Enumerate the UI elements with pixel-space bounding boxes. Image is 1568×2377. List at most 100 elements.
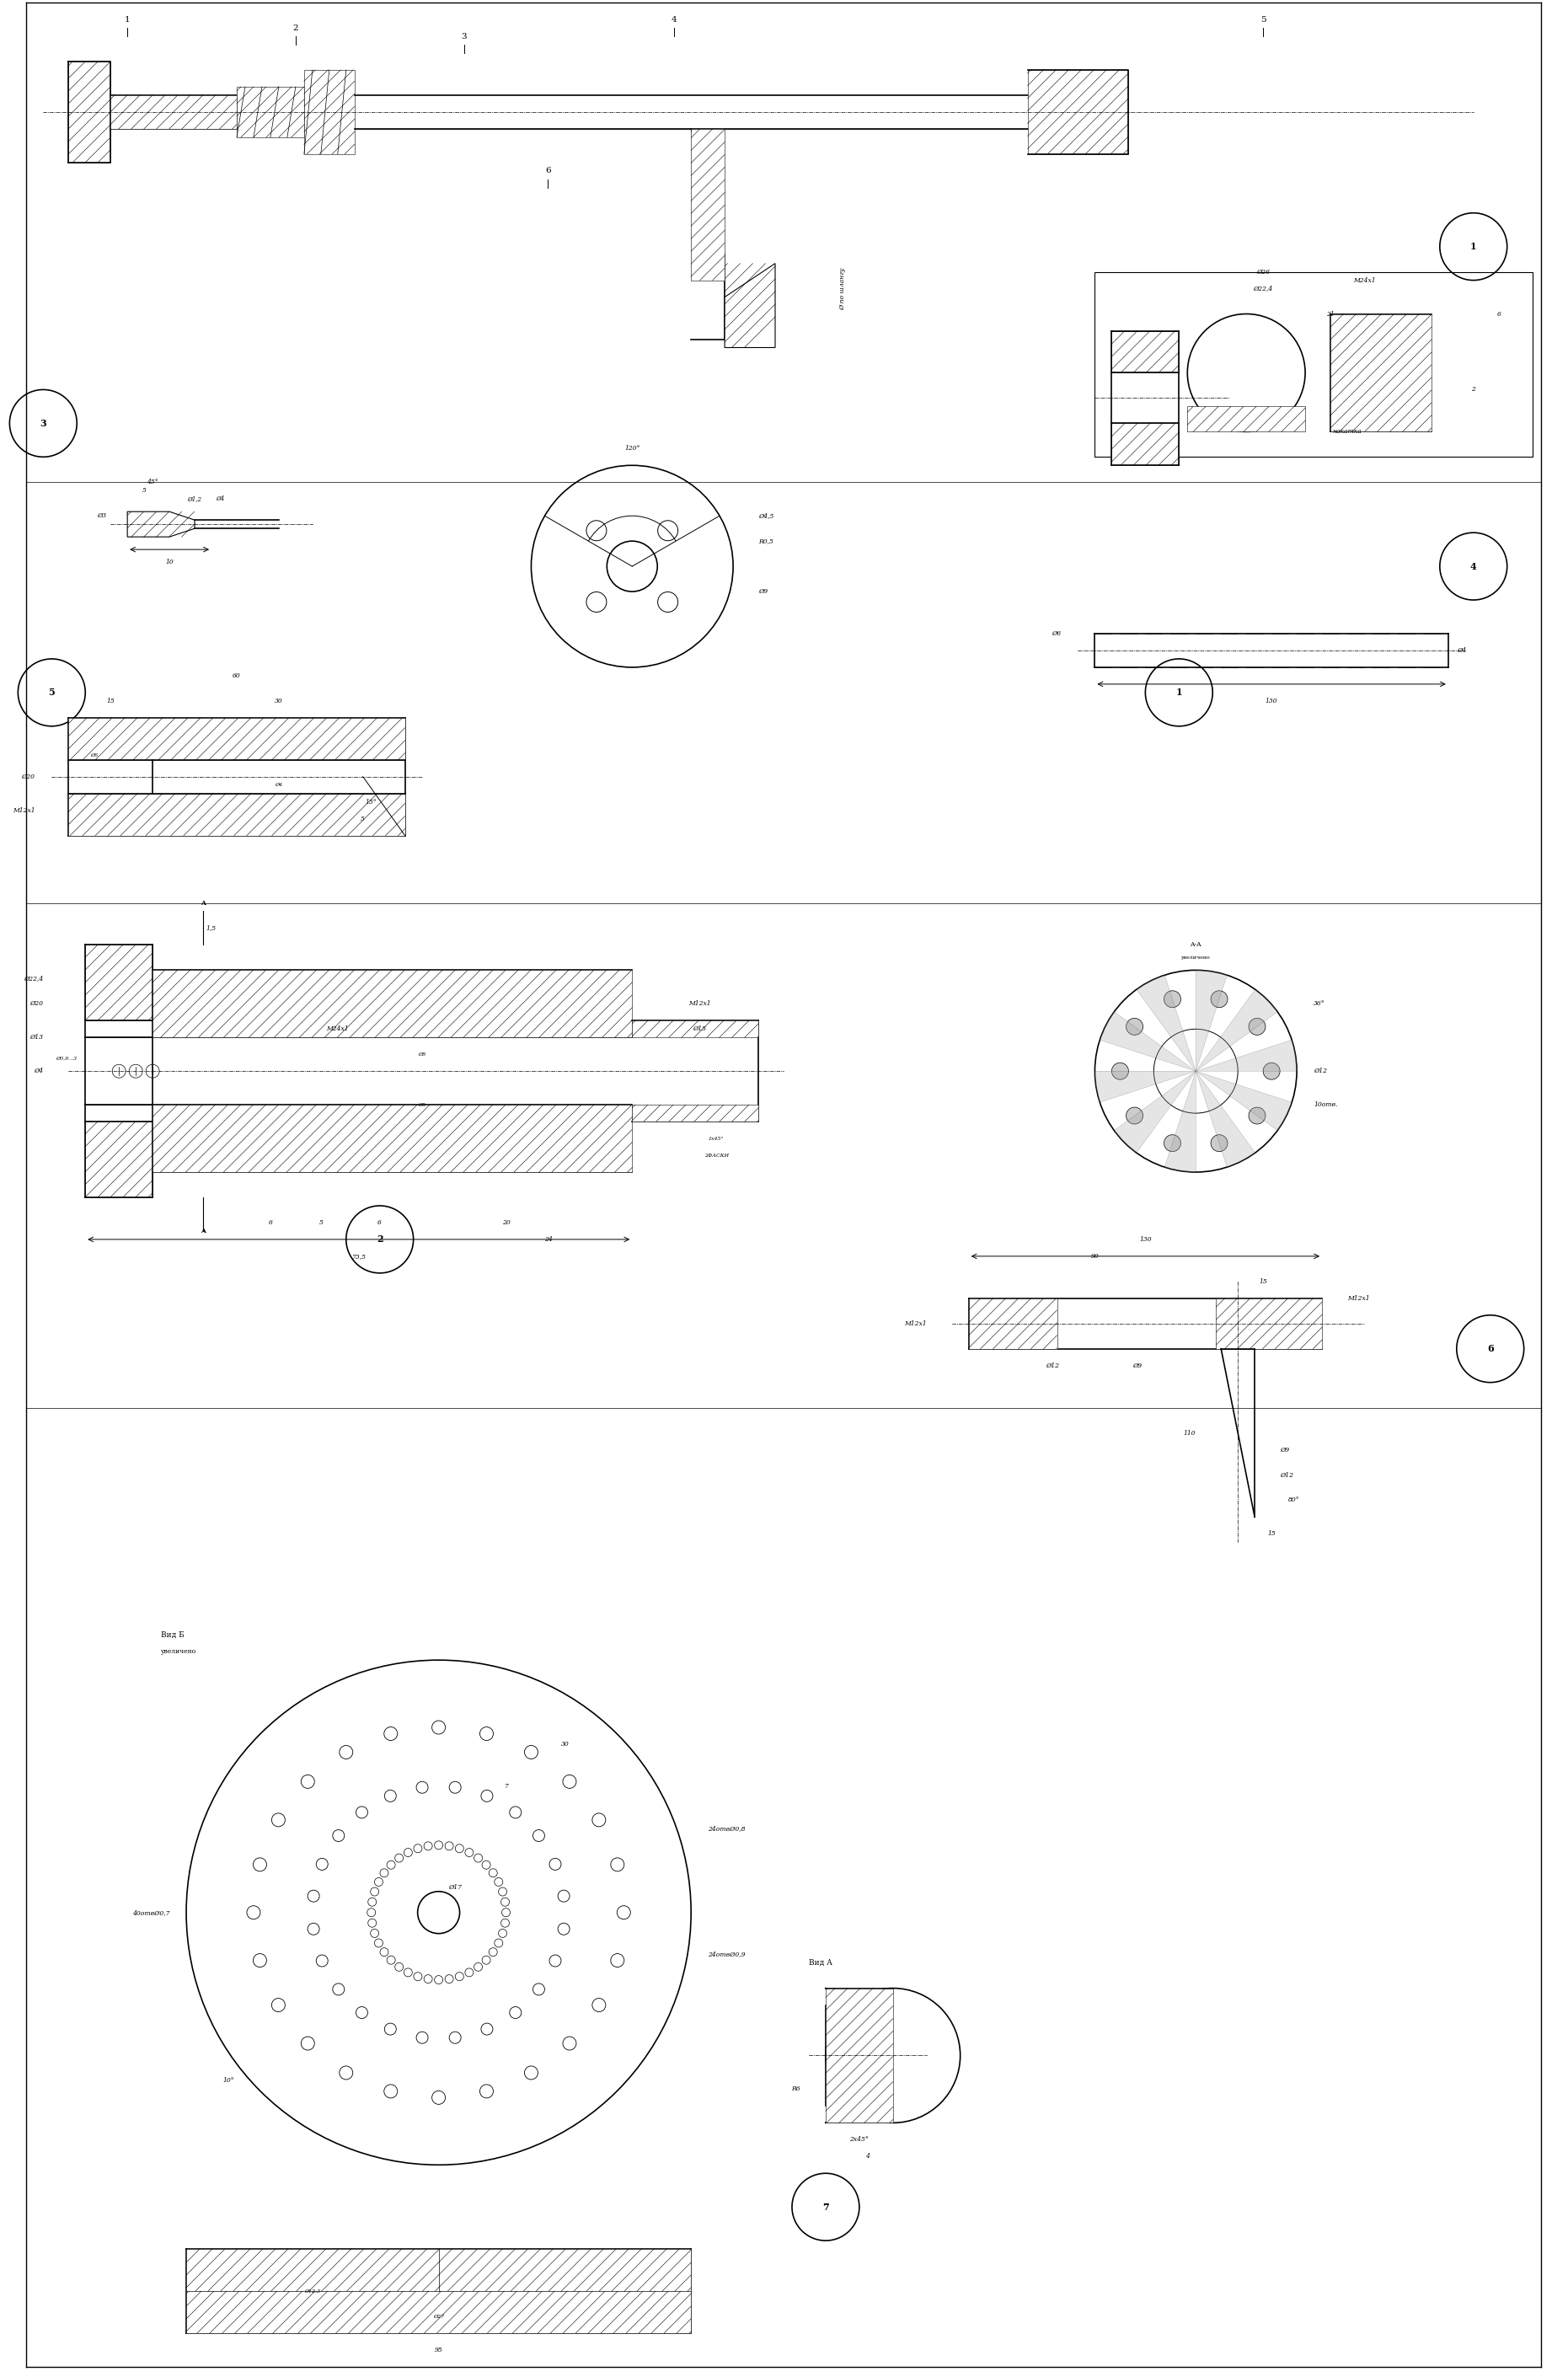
Circle shape <box>1248 1108 1265 1124</box>
Text: Вид Б: Вид Б <box>162 1631 185 1638</box>
Circle shape <box>533 1830 544 1842</box>
Text: Ø12,3: Ø12,3 <box>304 2289 320 2294</box>
Text: Ø27: Ø27 <box>433 2315 444 2318</box>
Text: M24x1: M24x1 <box>326 1027 350 1032</box>
Circle shape <box>500 1897 510 1906</box>
Circle shape <box>332 1830 345 1842</box>
Text: 15: 15 <box>1267 1531 1276 1538</box>
Circle shape <box>489 1868 497 1878</box>
Circle shape <box>1248 1017 1265 1034</box>
Text: Ø6: Ø6 <box>1052 630 1062 637</box>
Text: M12x1: M12x1 <box>1347 1295 1370 1303</box>
Text: 5: 5 <box>1261 17 1265 24</box>
Text: Ø22,4: Ø22,4 <box>24 975 44 982</box>
Circle shape <box>384 1728 397 1740</box>
Bar <box>439 2249 691 2291</box>
Circle shape <box>489 1947 497 1956</box>
Text: 3: 3 <box>461 33 467 40</box>
Text: 21: 21 <box>1327 311 1334 316</box>
Circle shape <box>448 1780 461 1792</box>
Circle shape <box>563 2037 577 2049</box>
Text: 30: 30 <box>561 1740 569 1747</box>
Text: 2ФАСКИ: 2ФАСКИ <box>704 1153 729 1158</box>
Text: 10: 10 <box>165 559 174 566</box>
Text: A: A <box>201 899 205 906</box>
Circle shape <box>416 2032 428 2044</box>
Circle shape <box>379 1868 389 1878</box>
Circle shape <box>370 1930 379 1937</box>
Text: Ø12: Ø12 <box>1314 1067 1327 1074</box>
Circle shape <box>610 1859 624 1871</box>
Text: 6: 6 <box>268 1219 273 1227</box>
Text: 15: 15 <box>1259 1279 1267 1286</box>
Wedge shape <box>1196 1072 1292 1131</box>
Circle shape <box>481 1956 491 1963</box>
Circle shape <box>1264 1063 1279 1079</box>
Text: 1,5: 1,5 <box>207 925 216 932</box>
Wedge shape <box>1094 1072 1196 1103</box>
Circle shape <box>339 1745 353 1759</box>
Text: Ø4: Ø4 <box>34 1067 44 1074</box>
Text: 45°: 45° <box>147 478 158 485</box>
Circle shape <box>586 521 607 540</box>
Text: 5: 5 <box>318 1219 323 1227</box>
Text: 130: 130 <box>1265 696 1278 704</box>
Bar <box>1027 69 1129 155</box>
Circle shape <box>271 1999 285 2011</box>
Text: 15: 15 <box>107 696 114 704</box>
Text: Ø3: Ø3 <box>97 513 107 518</box>
Circle shape <box>593 1814 605 1826</box>
Text: 10отв.: 10отв. <box>1314 1101 1338 1108</box>
Circle shape <box>510 1807 521 1818</box>
Circle shape <box>246 1906 260 1918</box>
Circle shape <box>1112 1063 1129 1079</box>
Circle shape <box>356 2006 368 2018</box>
Circle shape <box>445 1842 453 1849</box>
Circle shape <box>445 1975 453 1982</box>
Circle shape <box>657 521 677 540</box>
Circle shape <box>375 1940 383 1947</box>
Circle shape <box>375 1878 383 1885</box>
Bar <box>110 95 237 128</box>
Text: 60: 60 <box>232 673 241 680</box>
Text: Ø12: Ø12 <box>1279 1471 1294 1478</box>
Circle shape <box>448 2032 461 2044</box>
Bar <box>691 128 724 280</box>
Circle shape <box>387 1956 395 1963</box>
Circle shape <box>317 1859 328 1871</box>
Circle shape <box>466 1968 474 1978</box>
Text: 120°: 120° <box>624 444 640 452</box>
Text: Ø17: Ø17 <box>448 1885 463 1890</box>
Circle shape <box>499 1887 506 1897</box>
Bar <box>1112 330 1179 373</box>
Circle shape <box>586 592 607 613</box>
Wedge shape <box>1196 1072 1254 1167</box>
Wedge shape <box>1115 1072 1196 1153</box>
Circle shape <box>1210 991 1228 1008</box>
Circle shape <box>414 1973 422 1980</box>
Bar <box>969 1298 1057 1348</box>
Text: R0,5: R0,5 <box>759 537 773 544</box>
Text: 24отвØ0,9: 24отвØ0,9 <box>707 1952 745 1959</box>
Circle shape <box>332 1982 345 1994</box>
Circle shape <box>339 2066 353 2080</box>
Circle shape <box>113 1065 125 1077</box>
Circle shape <box>384 2085 397 2099</box>
Text: Ø0,9...3: Ø0,9...3 <box>56 1055 77 1060</box>
Circle shape <box>494 1940 503 1947</box>
Circle shape <box>317 1954 328 1966</box>
Text: 2x45°: 2x45° <box>850 2137 869 2144</box>
Circle shape <box>480 2085 494 2099</box>
Text: накатка: накатка <box>1333 428 1363 435</box>
Circle shape <box>494 1878 503 1885</box>
Circle shape <box>474 1963 483 1971</box>
Text: 3: 3 <box>39 418 47 428</box>
Text: A: A <box>201 1227 205 1234</box>
Circle shape <box>414 1845 422 1852</box>
Circle shape <box>481 2023 492 2035</box>
Text: Ø1,2: Ø1,2 <box>188 497 202 502</box>
Circle shape <box>395 1963 403 1971</box>
Text: 30: 30 <box>274 696 282 704</box>
Circle shape <box>480 1728 494 1740</box>
Circle shape <box>405 1968 412 1978</box>
